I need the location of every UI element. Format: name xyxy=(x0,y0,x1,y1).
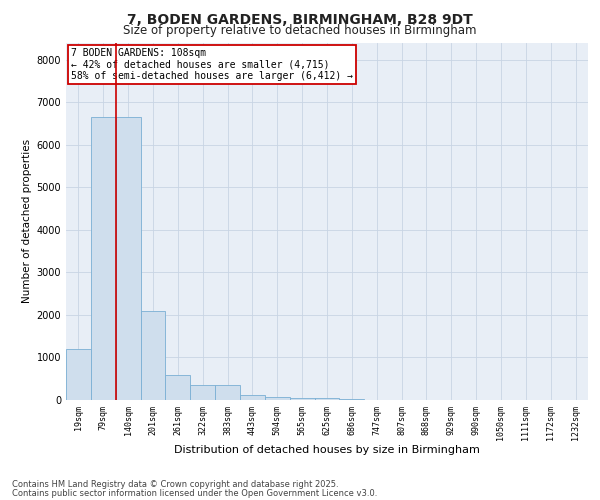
Bar xyxy=(314,398,340,400)
X-axis label: Distribution of detached houses by size in Birmingham: Distribution of detached houses by size … xyxy=(174,446,480,456)
Bar xyxy=(215,385,240,400)
Text: Contains HM Land Registry data © Crown copyright and database right 2025.: Contains HM Land Registry data © Crown c… xyxy=(12,480,338,489)
Text: Contains public sector information licensed under the Open Government Licence v3: Contains public sector information licen… xyxy=(12,488,377,498)
Bar xyxy=(290,398,314,400)
Bar xyxy=(340,399,364,400)
Text: 7 BODEN GARDENS: 108sqm
← 42% of detached houses are smaller (4,715)
58% of semi: 7 BODEN GARDENS: 108sqm ← 42% of detache… xyxy=(71,48,353,81)
Bar xyxy=(166,376,190,400)
Bar xyxy=(265,396,290,400)
Text: Size of property relative to detached houses in Birmingham: Size of property relative to detached ho… xyxy=(123,24,477,37)
Text: 7, BODEN GARDENS, BIRMINGHAM, B28 9DT: 7, BODEN GARDENS, BIRMINGHAM, B28 9DT xyxy=(127,12,473,26)
Bar xyxy=(116,117,140,400)
Bar xyxy=(190,385,215,400)
Bar xyxy=(240,395,265,400)
Bar xyxy=(91,117,116,400)
Bar xyxy=(140,310,166,400)
Y-axis label: Number of detached properties: Number of detached properties xyxy=(22,139,32,304)
Bar xyxy=(66,349,91,400)
